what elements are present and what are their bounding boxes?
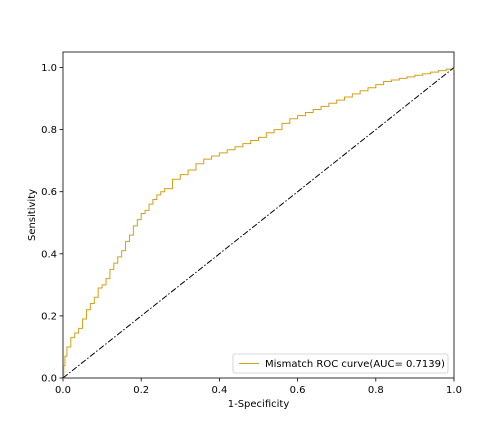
- plot-area: [62, 51, 455, 379]
- x-tick-label: 0.2: [133, 385, 149, 396]
- y-tick-label: 0.6: [41, 187, 57, 198]
- y-tick-label: 0.8: [41, 125, 57, 136]
- x-axis-ticks: 0.0 0.2 0.4 0.6 0.8 1.0: [55, 378, 462, 396]
- chance-diagonal-line: [62, 67, 455, 379]
- y-axis-ticks: 0.0 0.2 0.4 0.6 0.8 1.0: [41, 63, 63, 385]
- legend-label-roc: Mismatch ROC curve(AUC= 0.7139): [265, 359, 445, 370]
- legend: Mismatch ROC curve(AUC= 0.7139): [232, 353, 449, 374]
- x-axis-label: 1-Specificity: [228, 399, 290, 410]
- legend-box: [232, 353, 449, 374]
- roc-curve-line: [63, 67, 455, 379]
- y-axis-label: Sensitivity: [27, 189, 38, 241]
- x-tick-label: 0.0: [55, 385, 71, 396]
- y-tick-label: 0.2: [41, 311, 57, 322]
- x-tick-label: 1.0: [446, 385, 462, 396]
- x-tick-label: 0.4: [211, 385, 227, 396]
- y-tick-label: 0.0: [41, 374, 57, 385]
- y-tick-label: 0.4: [41, 249, 57, 260]
- y-tick-label: 1.0: [41, 63, 57, 74]
- x-tick-label: 0.6: [290, 385, 306, 396]
- series-layer: [62, 67, 455, 379]
- x-tick-label: 0.8: [368, 385, 384, 396]
